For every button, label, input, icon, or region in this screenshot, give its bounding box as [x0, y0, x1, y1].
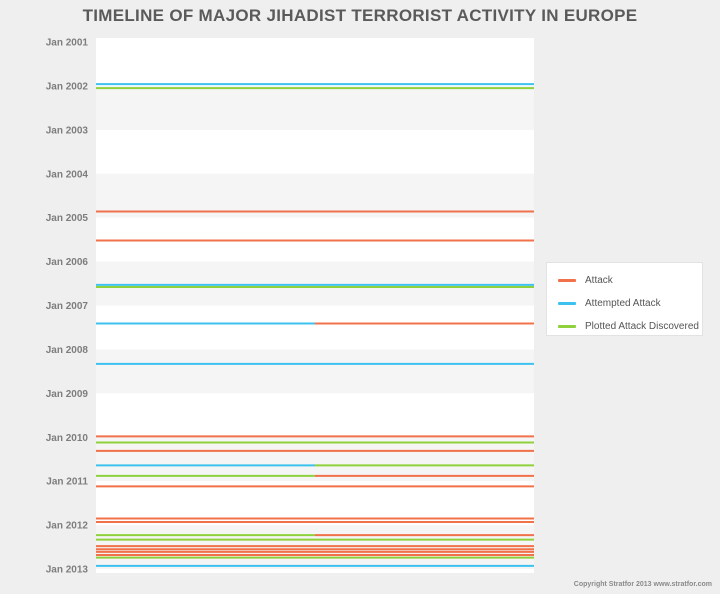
y-tick-label: Jan 2004	[46, 169, 89, 180]
legend-swatch-attempted-attack	[558, 302, 576, 305]
y-tick-label: Jan 2001	[46, 38, 89, 49]
grid-band	[96, 85, 534, 130]
y-tick-label: Jan 2013	[46, 565, 89, 576]
legend-item-plotted-attack: Plotted Attack Discovered	[547, 315, 702, 338]
y-tick-label: Jan 2012	[46, 521, 89, 532]
copyright-footer: Copyright Stratfor 2013 www.stratfor.com	[573, 581, 712, 588]
y-tick-label: Jan 2011	[46, 477, 88, 488]
y-tick-label: Jan 2008	[46, 345, 89, 356]
grid-band	[96, 261, 534, 306]
grid-band	[96, 173, 534, 218]
legend-item-attempted-attack: Attempted Attack	[547, 292, 702, 315]
chart-title: TIMELINE OF MAJOR JIHADIST TERRORIST ACT…	[82, 6, 638, 25]
legend: Attack Attempted Attack Plotted Attack D…	[546, 262, 703, 336]
y-tick-label: Jan 2005	[46, 213, 89, 224]
legend-swatch-plotted-attack	[558, 325, 576, 328]
event-lines	[96, 83, 534, 567]
y-tick-label: Jan 2003	[46, 125, 89, 136]
y-tick-label: Jan 2010	[46, 433, 89, 444]
y-axis-ticks: Jan 2001 Jan 2002 Jan 2003 Jan 2004 Jan 2005…	[46, 38, 89, 576]
y-tick-label: Jan 2002	[46, 81, 89, 92]
y-tick-label: Jan 2009	[46, 389, 89, 400]
legend-label: Attempted Attack	[585, 298, 661, 309]
legend-label: Attack	[585, 275, 613, 286]
legend-label: Plotted Attack Discovered	[585, 321, 699, 332]
grid-bands	[96, 38, 534, 573]
y-tick-label: Jan 2006	[46, 257, 89, 268]
y-tick-label: Jan 2007	[46, 301, 89, 312]
legend-item-attack: Attack	[547, 269, 702, 292]
legend-swatch-attack	[558, 279, 576, 282]
grid-band	[96, 437, 534, 482]
grid-band	[96, 349, 534, 394]
